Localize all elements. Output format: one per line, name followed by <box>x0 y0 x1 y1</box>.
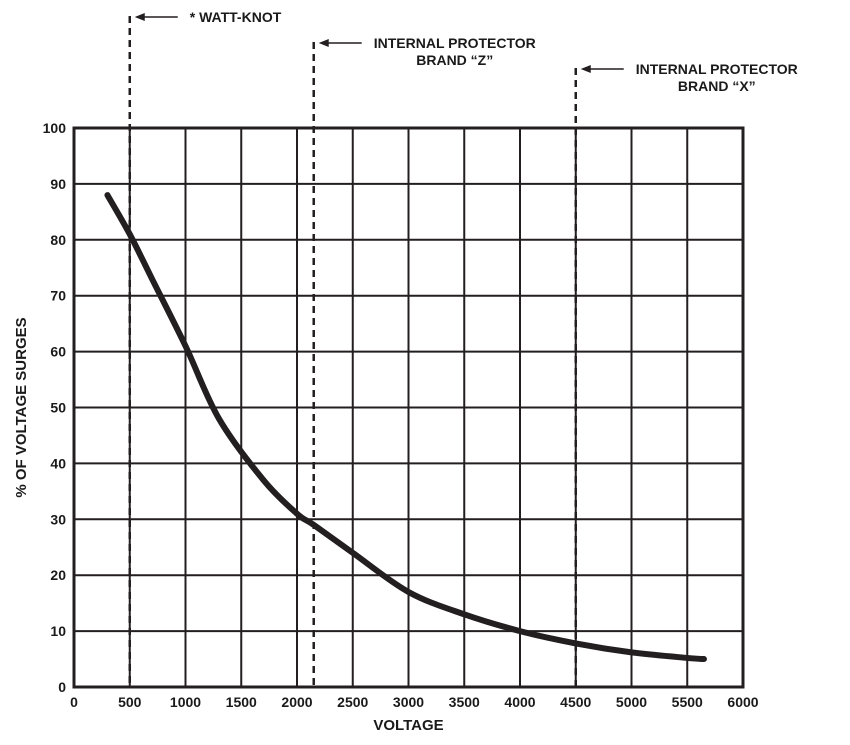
reference-label: BRAND “Z” <box>416 52 493 68</box>
series-line <box>104 192 707 663</box>
y-tick-label: 70 <box>50 288 66 304</box>
y-tick-label: 80 <box>50 232 66 248</box>
y-tick-label: 100 <box>43 120 67 136</box>
y-tick-labels: 0 10 20 30 40 50 60 70 80 90 100 <box>43 120 67 695</box>
y-tick-label: 30 <box>50 511 66 527</box>
arrow-left-icon <box>580 65 591 73</box>
y-tick-label: 50 <box>50 400 66 416</box>
grid <box>73 127 744 688</box>
x-tick-label: 3500 <box>449 694 480 710</box>
x-tick-label: 5500 <box>672 694 703 710</box>
reference-label: INTERNAL PROTECTOR <box>374 35 536 51</box>
x-tick-label: 3000 <box>393 694 424 710</box>
x-tick-label: 2500 <box>337 694 368 710</box>
arrow-left-icon <box>134 13 145 21</box>
reference-label: BRAND “X” <box>678 78 756 94</box>
reference-label: * WATT-KNOT <box>190 9 282 25</box>
x-tick-label: 2000 <box>281 694 312 710</box>
y-tick-label: 60 <box>50 344 66 360</box>
y-tick-label: 40 <box>50 455 66 471</box>
x-tick-label: 6000 <box>727 694 758 710</box>
x-tick-label: 4500 <box>560 694 591 710</box>
y-tick-label: 20 <box>50 567 66 583</box>
x-tick-label: 1500 <box>226 694 257 710</box>
x-tick-label: 1000 <box>170 694 201 710</box>
x-tick-label: 4000 <box>504 694 535 710</box>
reference-label: INTERNAL PROTECTOR <box>636 61 798 77</box>
y-axis-label: % OF VOLTAGE SURGES <box>13 317 30 497</box>
y-tick-label: 10 <box>50 623 66 639</box>
x-tick-labels: 0 500 1000 1500 2000 2500 3000 3500 4000 4500 5000… <box>70 694 759 710</box>
y-tick-label: 90 <box>50 176 66 192</box>
arrow-left-icon <box>318 39 329 47</box>
x-tick-label: 5000 <box>616 694 647 710</box>
x-axis-label: VOLTAGE <box>373 717 443 734</box>
series-layer <box>104 192 707 663</box>
x-tick-label: 0 <box>70 694 78 710</box>
plot-frame <box>72 126 745 689</box>
x-tick-label: 500 <box>118 694 142 710</box>
y-tick-label: 0 <box>58 679 66 695</box>
